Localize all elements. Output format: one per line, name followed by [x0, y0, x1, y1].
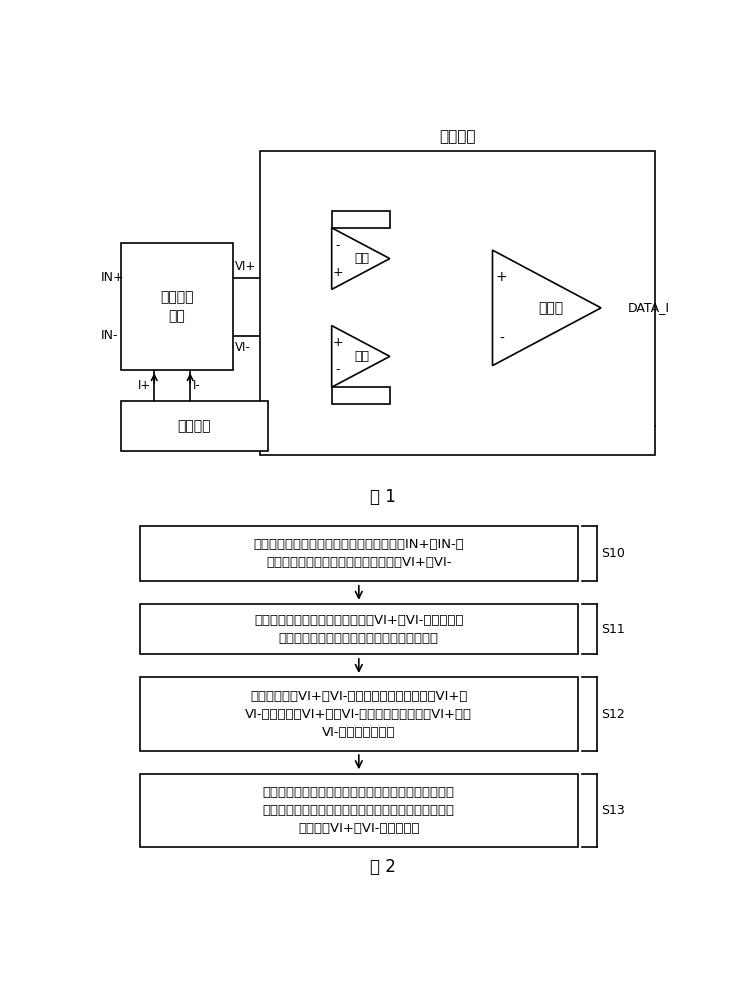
Bar: [120, 243, 233, 370]
Text: 图 2: 图 2: [370, 858, 395, 876]
Text: 比较模块: 比较模块: [439, 130, 476, 145]
Bar: [140, 604, 577, 654]
Text: 比较模块滤除VI+及VI-中的毛刺，比较滤波后的VI+和
VI-的高低，当VI+大于VI-时，输出高电平，当VI+小于
VI-时，输出低电平: 比较模块滤除VI+及VI-中的毛刺，比较滤波后的VI+和 VI-的高低，当VI+…: [245, 690, 472, 739]
Text: 接收缓冲模块接收可编程增益放大器输出的IN+和IN-，
经缓冲及可变负载电阱分压处理后输出VI+和VI-: 接收缓冲模块接收可编程增益放大器输出的IN+和IN-， 经缓冲及可变负载电阱分压…: [253, 538, 464, 569]
Text: 运放: 运放: [355, 252, 370, 265]
Text: -: -: [335, 239, 340, 252]
Text: VI-: VI-: [235, 341, 250, 354]
Bar: [260, 151, 655, 455]
Text: 控制模块: 控制模块: [177, 419, 211, 433]
Bar: [332, 211, 390, 228]
Text: -: -: [335, 363, 340, 376]
Text: -: -: [499, 332, 504, 346]
Bar: [140, 526, 577, 581]
Bar: [120, 401, 267, 451]
Text: VI+: VI+: [235, 260, 255, 273]
Bar: [332, 387, 390, 404]
Text: S12: S12: [601, 708, 624, 721]
Text: S11: S11: [601, 623, 624, 636]
Text: 图 1: 图 1: [370, 488, 395, 506]
Text: DATA_I: DATA_I: [628, 301, 670, 314]
Text: +: +: [496, 270, 508, 284]
Text: 控制模块根据比较模块输出电平的高低调整接收缓冲模
块中可变负载电阱的阱値，使接收缓冲模块输出的直流
共模电压VI+和VI-的差値降低: 控制模块根据比较模块输出电平的高低调整接收缓冲模 块中可变负载电阱的阱値，使接收…: [263, 786, 455, 835]
Text: I+: I+: [138, 379, 151, 392]
Bar: [140, 677, 577, 751]
Text: I-: I-: [193, 379, 201, 392]
Text: 比较器: 比较器: [538, 301, 563, 315]
Text: S10: S10: [601, 547, 625, 560]
Text: 接收缓冲
模块: 接收缓冲 模块: [160, 290, 193, 323]
Text: 比较模块获取接收缓冲模块输出的VI+及VI-的値，并使
接收缓冲模块中可变负载电阱的阱値保持稳定: 比较模块获取接收缓冲模块输出的VI+及VI-的値，并使 接收缓冲模块中可变负载电…: [254, 614, 464, 645]
Text: +: +: [332, 266, 343, 279]
Text: S13: S13: [601, 804, 624, 817]
Text: IN+: IN+: [101, 271, 125, 284]
Text: IN-: IN-: [101, 329, 119, 342]
Bar: [140, 774, 577, 847]
Text: +: +: [332, 336, 343, 349]
Text: 运放: 运放: [355, 350, 370, 363]
